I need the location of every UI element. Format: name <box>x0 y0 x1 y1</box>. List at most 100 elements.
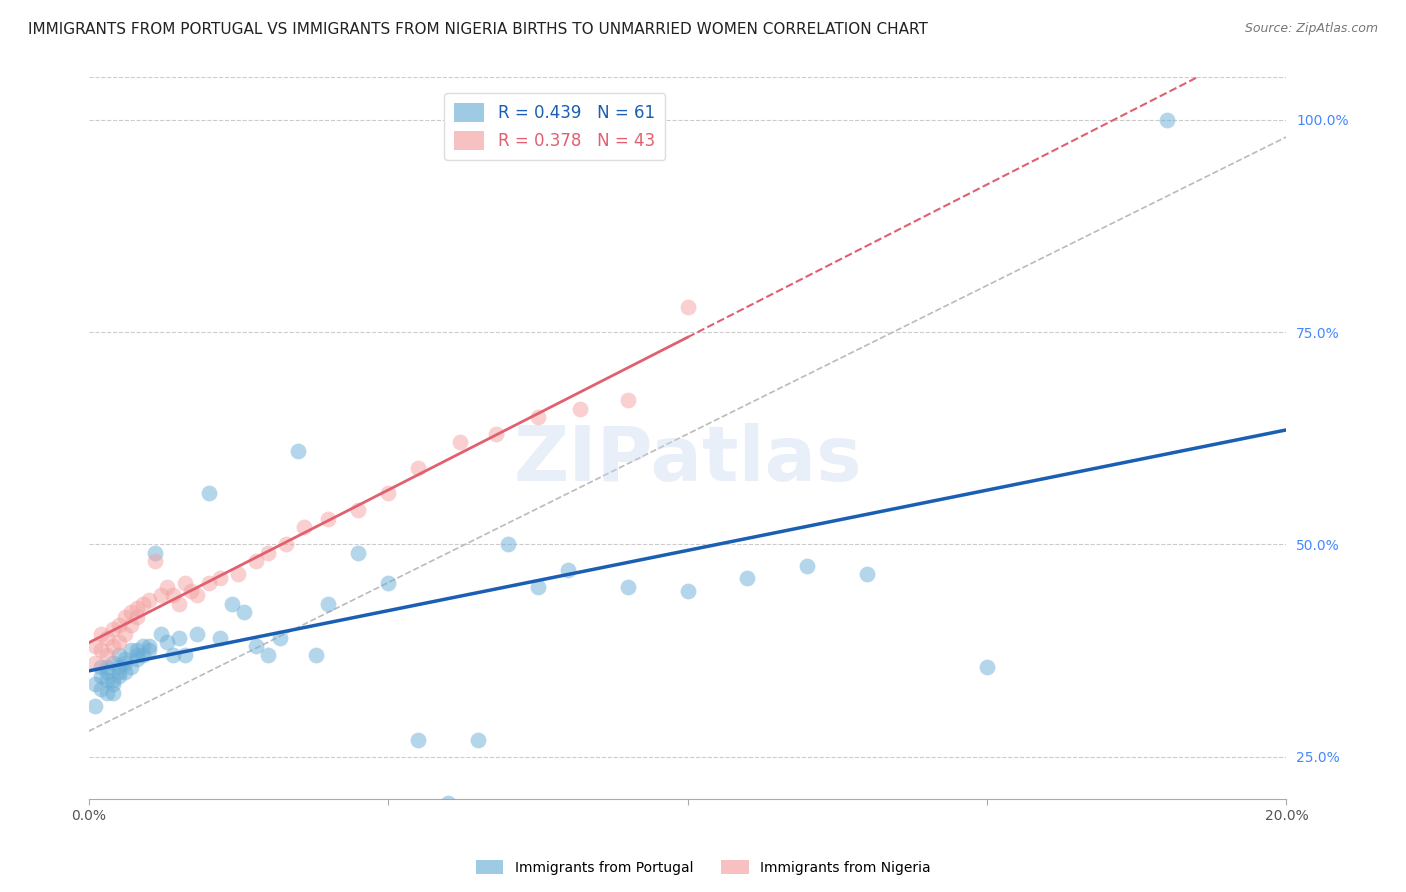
Text: IMMIGRANTS FROM PORTUGAL VS IMMIGRANTS FROM NIGERIA BIRTHS TO UNMARRIED WOMEN CO: IMMIGRANTS FROM PORTUGAL VS IMMIGRANTS F… <box>28 22 928 37</box>
Point <box>245 554 267 568</box>
Point <box>180 584 202 599</box>
Point <box>101 639 124 653</box>
Point <box>197 486 219 500</box>
Point <box>316 512 339 526</box>
Point <box>616 580 638 594</box>
Point <box>131 639 153 653</box>
Point <box>125 652 148 666</box>
Point <box>437 797 460 811</box>
Point <box>269 631 291 645</box>
Point <box>90 626 112 640</box>
Point <box>131 597 153 611</box>
Point <box>114 609 136 624</box>
Point <box>233 605 256 619</box>
Legend: R = 0.439   N = 61, R = 0.378   N = 43: R = 0.439 N = 61, R = 0.378 N = 43 <box>444 93 665 160</box>
Point <box>527 580 550 594</box>
Point <box>1156 112 1178 127</box>
Point <box>114 665 136 679</box>
Point <box>568 401 591 416</box>
Point <box>138 643 160 657</box>
Legend: Immigrants from Portugal, Immigrants from Nigeria: Immigrants from Portugal, Immigrants fro… <box>470 855 936 880</box>
Text: Source: ZipAtlas.com: Source: ZipAtlas.com <box>1244 22 1378 36</box>
Point <box>173 575 195 590</box>
Point <box>209 571 232 585</box>
Point <box>96 686 118 700</box>
Point <box>125 609 148 624</box>
Point <box>120 643 142 657</box>
Point <box>83 698 105 713</box>
Point <box>245 639 267 653</box>
Point <box>162 588 184 602</box>
Text: ZIPatlas: ZIPatlas <box>513 423 862 497</box>
Point <box>347 503 370 517</box>
Point <box>107 669 129 683</box>
Point <box>257 648 280 662</box>
Point <box>138 639 160 653</box>
Point <box>120 605 142 619</box>
Point <box>155 635 177 649</box>
Point <box>796 558 818 573</box>
Point <box>616 392 638 407</box>
Point <box>167 597 190 611</box>
Point <box>449 435 471 450</box>
Point <box>83 677 105 691</box>
Point <box>149 626 172 640</box>
Point <box>527 410 550 425</box>
Point <box>292 520 315 534</box>
Point <box>96 665 118 679</box>
Point <box>676 584 699 599</box>
Point <box>83 657 105 671</box>
Point <box>125 648 148 662</box>
Point <box>406 461 429 475</box>
Point <box>120 660 142 674</box>
Point <box>107 660 129 674</box>
Point <box>228 567 250 582</box>
Point <box>96 648 118 662</box>
Point <box>107 618 129 632</box>
Point <box>287 444 309 458</box>
Point <box>101 657 124 671</box>
Point <box>143 554 166 568</box>
Point <box>114 657 136 671</box>
Point <box>101 677 124 691</box>
Point <box>96 673 118 688</box>
Point <box>107 648 129 662</box>
Point <box>149 588 172 602</box>
Point <box>120 618 142 632</box>
Point <box>96 660 118 674</box>
Point <box>737 571 759 585</box>
Point <box>125 601 148 615</box>
Point <box>377 575 399 590</box>
Point <box>101 673 124 688</box>
Point <box>114 652 136 666</box>
Point <box>155 580 177 594</box>
Point <box>90 660 112 674</box>
Point <box>162 648 184 662</box>
Point <box>557 563 579 577</box>
Point <box>316 597 339 611</box>
Point <box>90 669 112 683</box>
Point <box>676 300 699 314</box>
Point <box>406 732 429 747</box>
Point <box>96 631 118 645</box>
Point <box>197 575 219 590</box>
Point <box>347 546 370 560</box>
Point <box>856 567 879 582</box>
Point <box>305 648 328 662</box>
Point <box>131 648 153 662</box>
Point <box>173 648 195 662</box>
Point <box>377 486 399 500</box>
Point <box>186 626 208 640</box>
Point <box>186 588 208 602</box>
Point <box>107 635 129 649</box>
Point <box>90 643 112 657</box>
Point <box>83 639 105 653</box>
Point <box>90 681 112 696</box>
Point <box>496 537 519 551</box>
Point <box>276 537 298 551</box>
Point <box>125 643 148 657</box>
Point <box>138 592 160 607</box>
Point <box>467 732 489 747</box>
Point <box>101 686 124 700</box>
Point <box>976 660 998 674</box>
